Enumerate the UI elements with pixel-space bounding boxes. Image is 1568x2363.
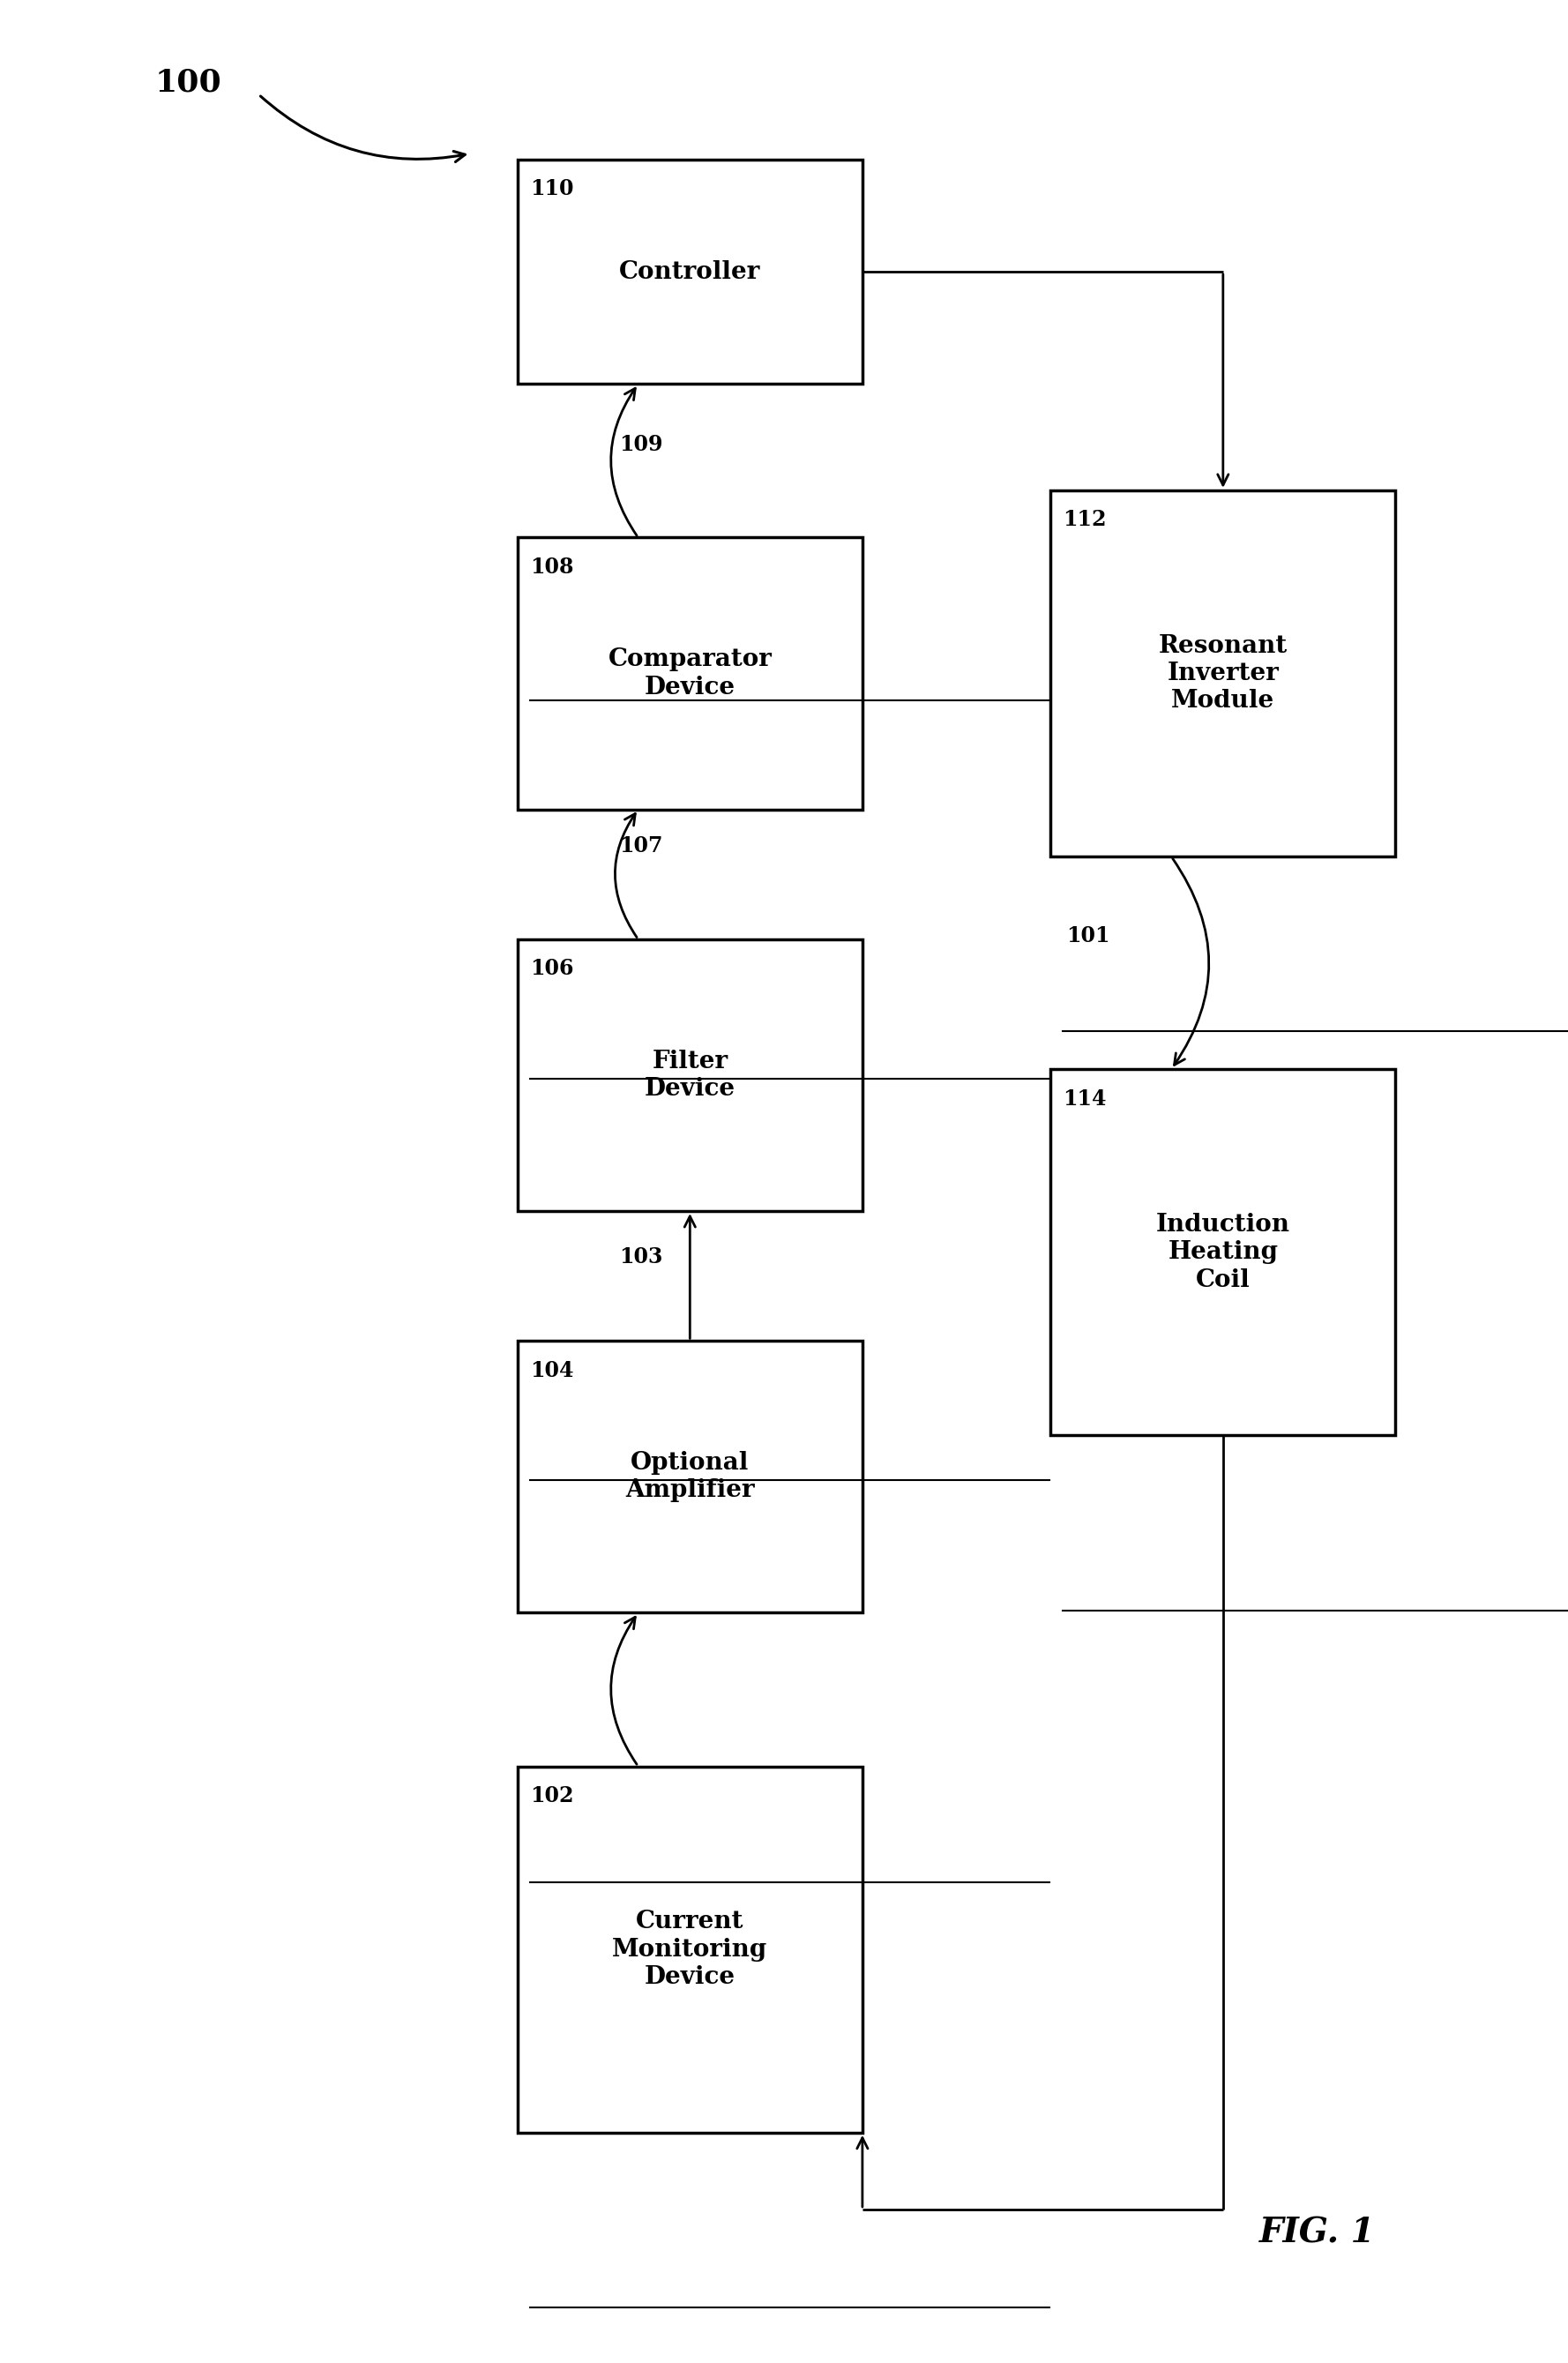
Bar bbox=[517, 161, 862, 383]
Text: Comparator
Device: Comparator Device bbox=[608, 647, 771, 699]
Text: 114: 114 bbox=[1063, 1087, 1107, 1108]
Text: Induction
Heating
Coil: Induction Heating Coil bbox=[1156, 1212, 1290, 1293]
Text: Filter
Device: Filter Device bbox=[644, 1049, 735, 1101]
Bar bbox=[517, 539, 862, 808]
Bar bbox=[1051, 1068, 1396, 1437]
Text: Controller: Controller bbox=[619, 260, 760, 284]
Bar bbox=[517, 1768, 862, 2131]
Text: 106: 106 bbox=[530, 959, 574, 978]
Text: 108: 108 bbox=[530, 558, 574, 577]
Text: Resonant
Inverter
Module: Resonant Inverter Module bbox=[1159, 633, 1287, 714]
Text: 112: 112 bbox=[1063, 510, 1107, 529]
Text: 103: 103 bbox=[619, 1248, 663, 1267]
Text: 107: 107 bbox=[619, 837, 663, 855]
Text: 109: 109 bbox=[619, 435, 663, 454]
Bar bbox=[517, 1342, 862, 1612]
Text: 104: 104 bbox=[530, 1361, 574, 1380]
Bar bbox=[1051, 492, 1396, 858]
Text: 102: 102 bbox=[530, 1786, 574, 1805]
Text: 100: 100 bbox=[155, 69, 221, 97]
Text: Optional
Amplifier: Optional Amplifier bbox=[626, 1451, 754, 1503]
Text: 110: 110 bbox=[530, 180, 574, 198]
Text: Current
Monitoring
Device: Current Monitoring Device bbox=[612, 1909, 768, 1990]
Text: FIG. 1: FIG. 1 bbox=[1259, 2216, 1375, 2250]
Text: 101: 101 bbox=[1066, 926, 1110, 945]
Bar bbox=[517, 938, 862, 1210]
